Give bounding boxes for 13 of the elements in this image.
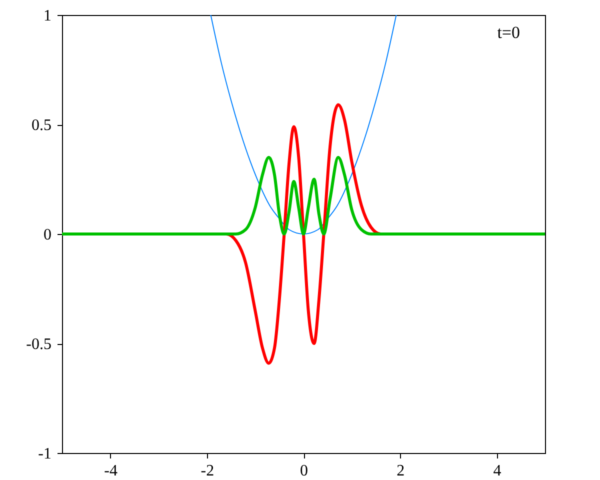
y-tick-label: 0 <box>44 226 52 244</box>
y-tick-label: 0.5 <box>32 117 52 134</box>
annotation: t=0 <box>497 23 520 42</box>
x-tick-label: 4 <box>493 462 502 480</box>
x-tick-label: 2 <box>396 462 405 480</box>
y-tick-label: -1 <box>38 446 52 462</box>
x-tick-label: 0 <box>300 462 308 480</box>
y-tick-label: 1 <box>44 8 52 24</box>
line-series <box>62 156 545 236</box>
y-tick-label: -0.5 <box>26 336 52 353</box>
x-tick-label: -4 <box>104 462 118 480</box>
x-tick-label: -2 <box>200 462 214 480</box>
line-series <box>210 15 397 234</box>
